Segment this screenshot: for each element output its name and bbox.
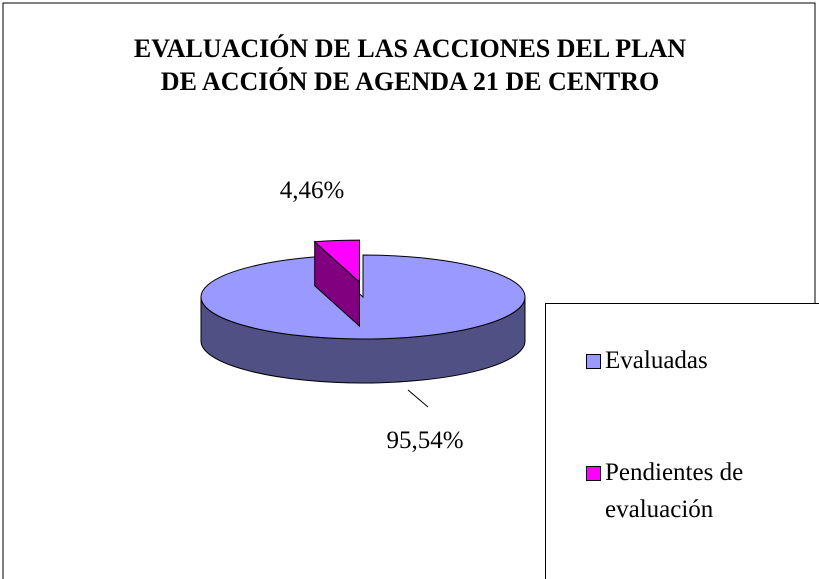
legend-entry: Evaluadas xyxy=(586,342,786,379)
chart-title: EVALUACIÓN DE LAS ACCIONES DEL PLAN xyxy=(134,34,686,63)
legend-entry: Pendientes de evaluación xyxy=(586,454,786,528)
chart-title: DE ACCIÓN DE AGENDA 21 DE CENTRO xyxy=(161,67,659,96)
legend: Evaluadas Pendientes de evaluación xyxy=(545,303,819,579)
leader-line xyxy=(407,389,429,408)
data-label: 4,46% xyxy=(280,177,345,204)
legend-label: Evaluadas xyxy=(605,347,708,374)
legend-swatch xyxy=(586,466,601,481)
pie-slice xyxy=(200,254,526,340)
legend-label: Pendientes de evaluación xyxy=(605,459,744,523)
pie-slice xyxy=(313,239,361,284)
data-label: 95,54% xyxy=(386,427,463,454)
legend-swatch xyxy=(586,354,601,369)
